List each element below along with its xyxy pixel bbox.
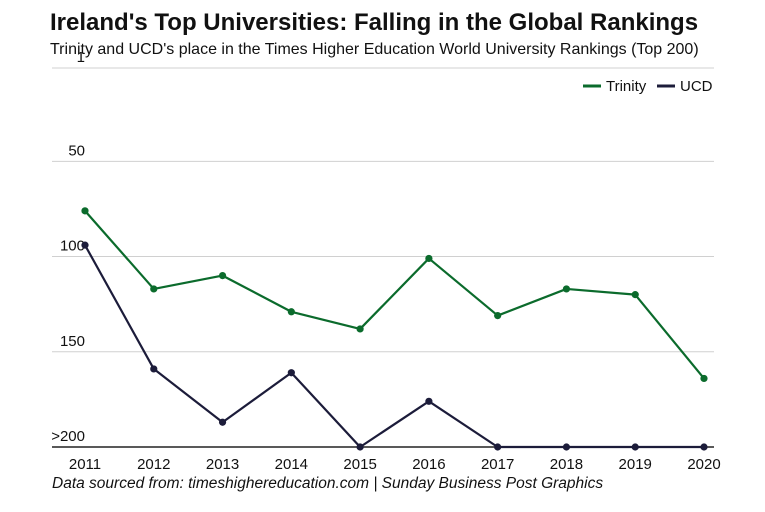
x-tick-label: 2018 <box>550 456 583 473</box>
legend-label: UCD <box>680 78 713 95</box>
data-point <box>150 365 158 373</box>
series-trinity <box>81 207 708 383</box>
y-tick-label: 1 <box>77 49 85 66</box>
data-point <box>218 418 227 426</box>
data-point <box>287 369 295 377</box>
data-point <box>631 443 639 451</box>
legend: Trinity UCD <box>583 78 713 95</box>
x-tick-label: 2015 <box>343 456 376 473</box>
x-tick-label: 2016 <box>412 456 445 473</box>
y-tick-label: 150 <box>60 333 85 350</box>
x-tick-label: 2014 <box>275 456 308 473</box>
data-point <box>562 285 571 293</box>
data-point <box>81 207 89 215</box>
gridlines <box>52 67 714 448</box>
data-point <box>700 374 708 383</box>
y-tick-label: 100 <box>60 238 85 255</box>
data-point <box>631 291 639 299</box>
data-point <box>150 285 158 293</box>
chart-title: Ireland's Top Universities: Falling in t… <box>50 9 699 36</box>
data-point <box>562 443 571 451</box>
legend-item: UCD <box>657 78 713 95</box>
series-line <box>84 244 704 449</box>
x-tick-label: 2012 <box>137 456 170 473</box>
data-point <box>356 325 364 333</box>
legend-label: Trinity <box>606 78 647 95</box>
data-point <box>356 443 364 451</box>
x-tick-label: 2013 <box>206 456 239 473</box>
data-point <box>494 311 502 320</box>
data-point <box>700 443 708 451</box>
data-point <box>218 271 227 280</box>
data-point <box>494 443 502 451</box>
x-tick-label: 2019 <box>619 456 652 473</box>
x-tick-label: 2020 <box>687 456 720 473</box>
data-point <box>287 308 295 316</box>
data-point <box>425 254 433 263</box>
source-note: Data sourced from: timeshighereducation.… <box>52 475 604 492</box>
data-point <box>425 397 433 405</box>
series-line <box>84 210 705 380</box>
legend-item: Trinity <box>583 78 647 95</box>
x-axis-tick-labels: 2011 2012 2013 2014 2015 2016 2017 2018 2019 2020 <box>69 456 721 473</box>
series-lines <box>81 207 708 451</box>
y-tick-label: 50 <box>68 142 85 159</box>
y-tick-label: >200 <box>51 428 85 445</box>
chart-subtitle: Trinity and UCD's place in the Times Hig… <box>50 41 699 58</box>
series-ucd <box>81 241 708 451</box>
x-tick-label: 2017 <box>481 456 514 473</box>
data-point <box>81 241 89 249</box>
x-tick-label: 2011 <box>69 456 101 473</box>
